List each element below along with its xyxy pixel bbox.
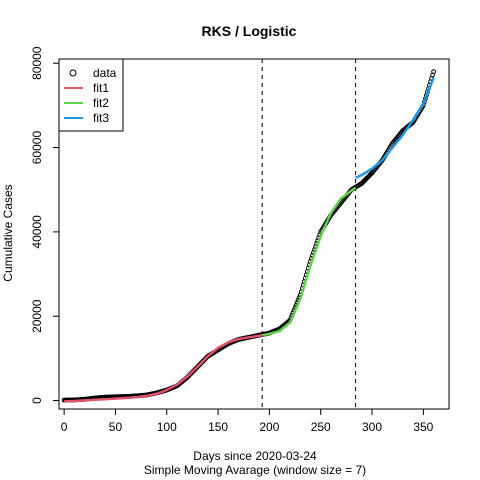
y-tick-label: 60000 bbox=[30, 131, 44, 165]
plot-area: 0 50 100 150 200 250 300 350 0 20000 40000 60000 800… bbox=[30, 46, 450, 434]
plot-frame bbox=[58, 58, 450, 410]
data-point bbox=[431, 69, 437, 75]
series-line-fit2 bbox=[261, 186, 357, 337]
y-tick-label: 80000 bbox=[30, 46, 44, 80]
y-tick-label: 20000 bbox=[30, 299, 44, 333]
x-axis-label: Days since 2020-03-24 bbox=[193, 449, 317, 463]
x-tick-label: 350 bbox=[413, 420, 433, 434]
y-axis-label: Cumulative Cases bbox=[1, 184, 15, 281]
series-line-fit3 bbox=[355, 77, 435, 180]
x-tick-label: 150 bbox=[208, 420, 228, 434]
legend-label-data: data bbox=[93, 66, 117, 80]
series-line-fit1 bbox=[64, 333, 263, 403]
legend-label-fit1: fit1 bbox=[93, 81, 109, 95]
chart-title: RKS / Logistic bbox=[202, 23, 297, 39]
legend-marker-data bbox=[69, 69, 77, 77]
x-tick-label: 200 bbox=[259, 420, 279, 434]
x-tick-label: 0 bbox=[61, 420, 68, 434]
x-tick-label: 50 bbox=[109, 420, 123, 434]
x-axis-sublabel: Simple Moving Avarage (window size = 7) bbox=[144, 463, 366, 477]
x-tick-label: 100 bbox=[157, 420, 177, 434]
x-tick-label: 250 bbox=[311, 420, 331, 434]
legend-label-fit2: fit2 bbox=[93, 96, 109, 110]
x-tick-label: 300 bbox=[362, 420, 382, 434]
legend-label-fit3: fit3 bbox=[93, 111, 109, 125]
y-tick-label: 40000 bbox=[30, 215, 44, 249]
y-tick-label: 0 bbox=[30, 397, 44, 404]
